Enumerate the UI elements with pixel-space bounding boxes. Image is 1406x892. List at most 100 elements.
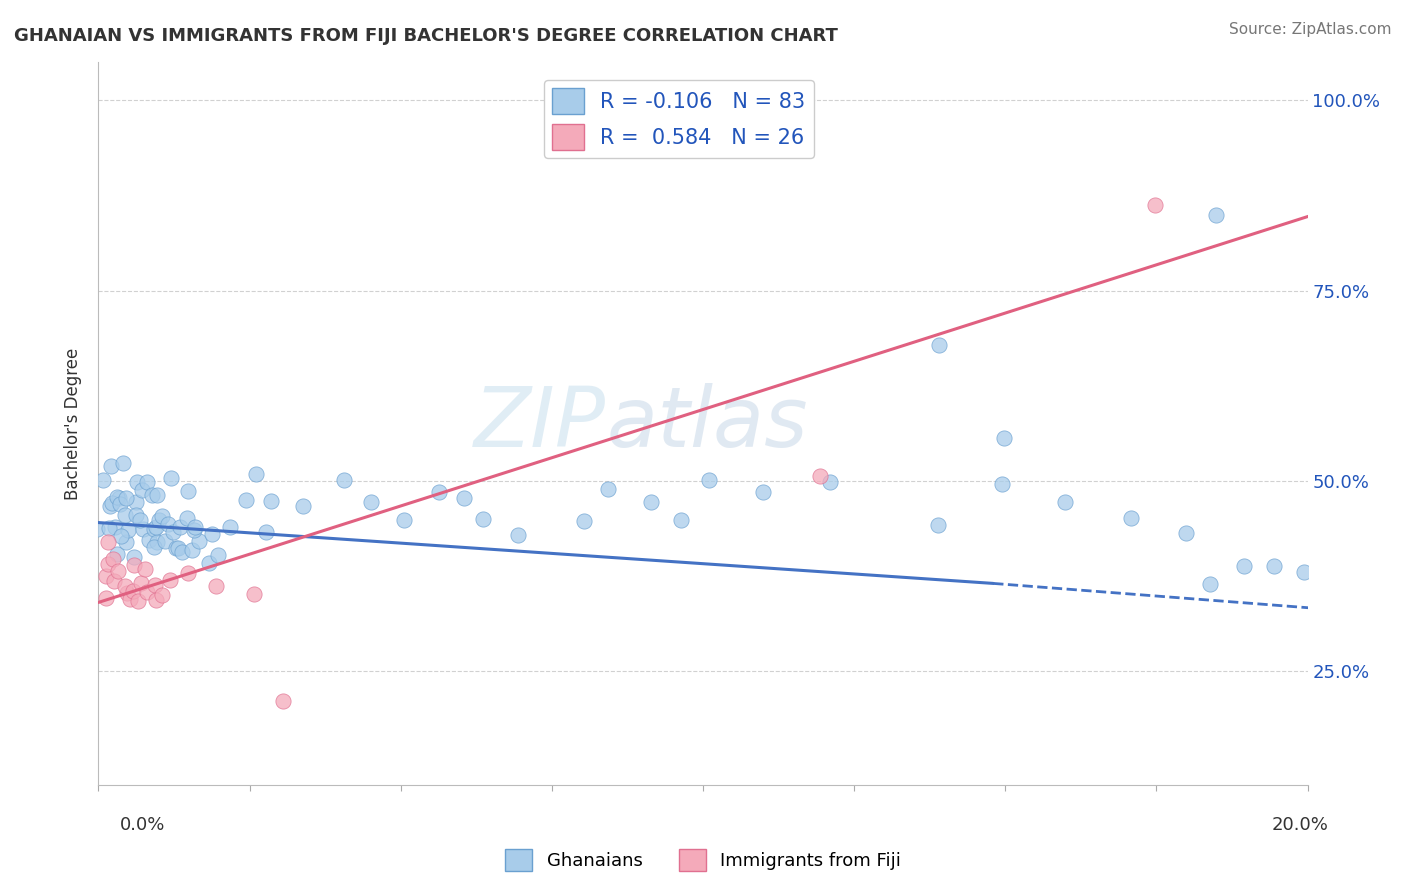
Point [115,585,138,599]
Point [260,493,283,508]
Point [138,533,160,547]
Point [153,533,176,548]
Point [172,544,194,558]
Point [176,511,198,525]
Point [160,471,183,485]
Point [122,558,145,573]
Point [94,569,117,583]
Point [1144,198,1167,212]
Point [145,488,167,502]
Point [145,593,167,607]
Point [181,543,204,558]
Point [1263,558,1285,573]
Point [134,562,156,576]
Point [808,469,831,483]
Point [103,574,125,588]
Text: 20.0%: 20.0% [1272,816,1329,834]
Point [97,521,120,535]
Point [125,475,148,489]
Point [97,558,120,572]
Legend: Ghanaians, Immigrants from Fiji: Ghanaians, Immigrants from Fiji [498,842,908,879]
Point [94,591,117,606]
Point [1205,209,1227,223]
Point [669,513,692,527]
Point [115,491,138,505]
Point [162,525,184,540]
Point [156,516,179,531]
Text: ZIP: ZIP [474,384,606,464]
Point [114,579,136,593]
Point [98,499,121,513]
Point [453,491,475,505]
Point [86,522,108,536]
Point [640,495,662,509]
Point [131,522,153,536]
Point [103,520,125,534]
Point [136,475,159,490]
Point [136,585,159,599]
Point [1119,511,1142,525]
Point [101,496,124,510]
Point [177,483,200,498]
Point [291,499,314,513]
Legend: R = -0.106   N = 83, R =  0.584   N = 26: R = -0.106 N = 83, R = 0.584 N = 26 [544,80,814,158]
Point [219,520,242,534]
Point [142,540,165,554]
Point [207,548,229,562]
Point [205,579,228,593]
Y-axis label: Bachelor's Degree: Bachelor's Degree [65,348,83,500]
Point [117,524,139,538]
Point [201,527,224,541]
Point [105,547,128,561]
Point [697,473,720,487]
Point [159,574,181,588]
Point [145,520,167,534]
Point [122,584,145,599]
Point [97,535,120,549]
Point [110,529,132,543]
Point [112,456,135,470]
Point [1175,525,1198,540]
Point [120,591,142,606]
Point [150,588,173,602]
Point [184,520,207,534]
Point [927,518,949,533]
Point [1233,558,1256,573]
Text: Source: ZipAtlas.com: Source: ZipAtlas.com [1229,22,1392,37]
Text: 0.0%: 0.0% [120,816,165,834]
Point [183,524,205,538]
Point [572,514,595,528]
Point [129,575,152,590]
Point [165,541,187,556]
Point [993,431,1015,445]
Point [254,525,277,540]
Point [125,495,148,509]
Point [129,513,152,527]
Point [197,556,219,570]
Point [148,513,170,527]
Point [1054,495,1077,509]
Point [1292,565,1315,579]
Point [101,551,124,566]
Point [235,492,257,507]
Point [596,482,619,496]
Point [245,467,267,482]
Point [188,533,211,548]
Point [752,485,775,500]
Point [427,485,450,500]
Point [394,513,416,527]
Point [115,535,138,549]
Point [100,458,122,473]
Point [131,483,153,497]
Point [143,522,166,536]
Point [108,491,131,506]
Point [177,566,200,581]
Point [242,587,264,601]
Point [110,497,132,511]
Point [122,549,145,564]
Point [152,509,174,524]
Point [107,564,129,578]
Text: atlas: atlas [606,384,808,464]
Point [114,508,136,522]
Point [818,475,841,489]
